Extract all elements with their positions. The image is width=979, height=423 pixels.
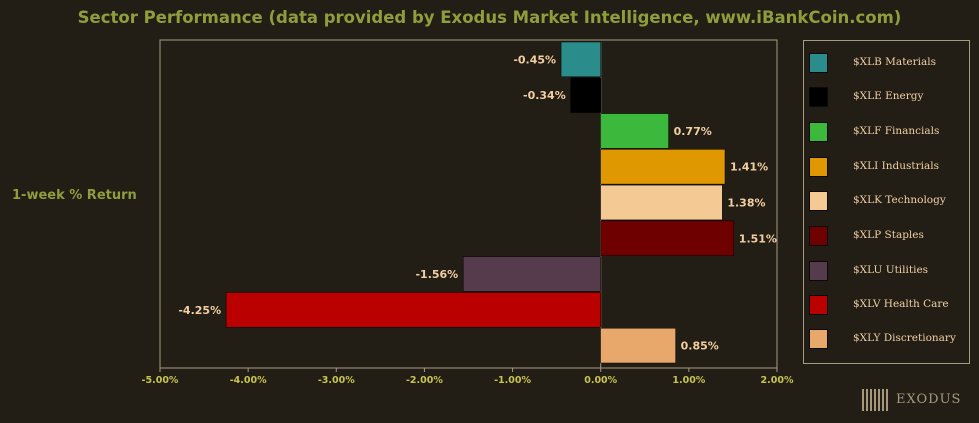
legend-label: $XLP Staples: [853, 229, 924, 241]
legend-label: $XLB Materials: [853, 56, 937, 68]
legend-item: $XLU Utilities: [804, 260, 969, 286]
legend-swatch: [809, 226, 828, 246]
x-tick-label: -1.00%: [494, 375, 531, 386]
bar: [600, 113, 669, 149]
legend-item: $XLF Financials: [804, 121, 969, 147]
legend-item: $XLI Industrials: [804, 156, 969, 182]
logo-bars-icon: [862, 389, 892, 411]
bar: [600, 220, 735, 256]
legend: $XLB Materials $XLE Energy $XLF Financials…: [803, 40, 970, 364]
data-label: -0.34%: [523, 89, 566, 102]
x-tick-label: -3.00%: [318, 375, 355, 386]
data-label: 1.38%: [727, 197, 765, 210]
bar: [560, 41, 601, 78]
legend-label: $XLU Utilities: [853, 264, 929, 276]
bar: [462, 256, 601, 292]
data-label: 0.77%: [674, 125, 712, 138]
legend-item: $XLK Technology: [804, 190, 969, 216]
y-axis-label: 1-week % Return: [12, 188, 137, 203]
x-tick-label: -5.00%: [142, 375, 179, 386]
bar: [600, 149, 726, 185]
data-label: -1.56%: [415, 268, 458, 281]
exodus-logo: EXODUS: [862, 389, 972, 413]
legend-swatch: [809, 261, 828, 281]
legend-item: $XLP Staples: [804, 225, 969, 251]
x-tick-label: 1.00%: [672, 375, 705, 386]
x-tick-label: -4.00%: [230, 375, 267, 386]
x-tick-label: -2.00%: [406, 375, 443, 386]
bar: [570, 77, 601, 113]
x-tick-label: 2.00%: [761, 375, 794, 386]
legend-label: $XLV Health Care: [853, 298, 949, 310]
x-tick-label: 0.00%: [584, 375, 617, 386]
bar: [600, 327, 676, 364]
legend-label: $XLY Discretionary: [853, 332, 956, 344]
legend-item: $XLV Health Care: [804, 294, 969, 320]
legend-item: $XLY Discretionary: [804, 328, 969, 354]
legend-swatch: [809, 87, 828, 107]
legend-swatch: [809, 157, 828, 177]
chart-title: Sector Performance (data provided by Exo…: [77, 8, 902, 27]
logo-text: EXODUS: [896, 392, 962, 407]
bar: [600, 184, 723, 221]
data-label: -0.45%: [513, 53, 556, 66]
data-label: -4.25%: [178, 304, 221, 317]
legend-swatch: [809, 191, 828, 211]
data-label: 1.41%: [730, 161, 768, 174]
bar: [225, 292, 601, 328]
legend-label: $XLE Energy: [853, 90, 924, 102]
data-label: 1.51%: [739, 232, 777, 245]
legend-swatch: [809, 53, 828, 73]
legend-swatch: [809, 329, 828, 349]
legend-swatch: [809, 295, 828, 315]
legend-item: $XLB Materials: [804, 52, 969, 78]
legend-label: $XLI Industrials: [853, 160, 939, 172]
legend-label: $XLF Financials: [853, 125, 940, 137]
data-label: 0.85%: [681, 340, 719, 353]
legend-item: $XLE Energy: [804, 86, 969, 112]
legend-label: $XLK Technology: [853, 194, 946, 206]
legend-swatch: [809, 122, 828, 142]
